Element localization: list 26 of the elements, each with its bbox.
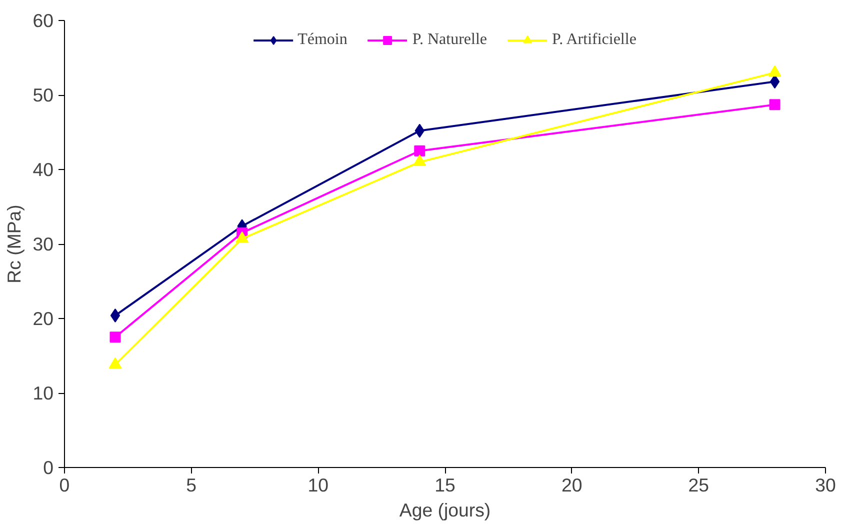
legend-label: P. Artificielle — [552, 31, 636, 49]
y-tick-label: 40 — [32, 159, 54, 180]
point — [110, 308, 120, 323]
x-tick-label: 20 — [561, 474, 582, 496]
y-tick-label: 10 — [32, 382, 54, 404]
y-tick-label: 20 — [32, 308, 54, 329]
y-tick-label: 30 — [32, 234, 54, 254]
y-tick-label: 50 — [32, 84, 54, 106]
x-tick-label: 30 — [815, 474, 836, 496]
point — [770, 74, 780, 89]
point — [414, 145, 426, 156]
point — [768, 65, 782, 77]
y-tick-label: 0 — [43, 457, 54, 478]
y-tick-label: 60 — [32, 10, 54, 31]
legend-label: Témoin — [298, 31, 348, 49]
y-axis-title: Rc (MPa) — [4, 204, 25, 284]
x-axis-title: Age (jours) — [399, 500, 491, 520]
x-tick-label: 15 — [434, 474, 456, 496]
x-tick-label: 25 — [688, 474, 710, 496]
point — [413, 154, 426, 166]
legend-label: P. Naturelle — [412, 31, 487, 49]
x-tick-label: 0 — [59, 474, 70, 496]
x-tick-label: 5 — [186, 474, 197, 496]
point — [769, 99, 780, 110]
x-tick-label: 10 — [308, 474, 329, 496]
point — [110, 332, 121, 343]
